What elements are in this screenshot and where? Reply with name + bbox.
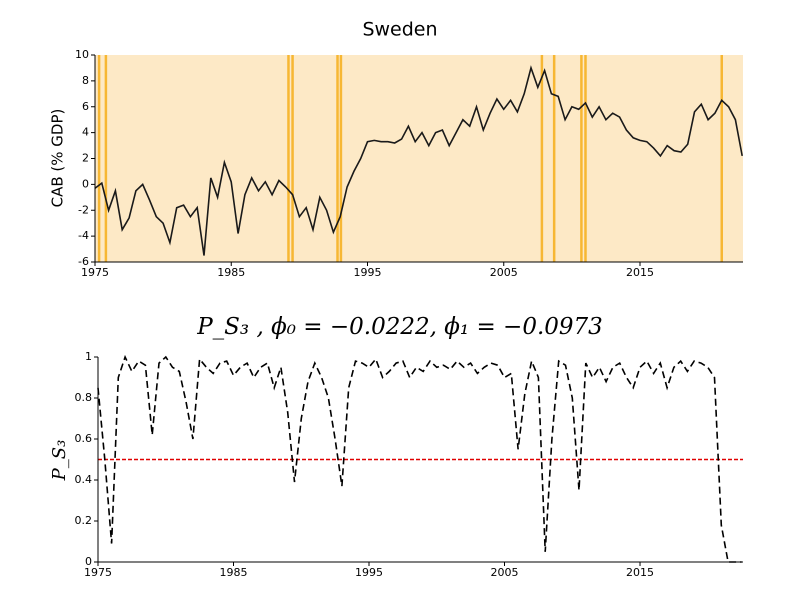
data-line xyxy=(94,65,743,256)
y-tick-label: 0 xyxy=(85,555,92,568)
x-tick-label: 1975 xyxy=(84,566,112,579)
y-tick-label: 0.6 xyxy=(75,432,93,445)
y-axis-label: P_S₃ xyxy=(49,440,70,482)
y-tick-label: 4 xyxy=(82,126,89,139)
x-tick-label: 1985 xyxy=(217,266,245,279)
y-tick-label: 2 xyxy=(82,152,89,165)
y-tick-label: 6 xyxy=(82,100,89,113)
y-tick-label: -2 xyxy=(78,203,89,216)
y-axis-label: CAB (% GDP) xyxy=(49,109,67,208)
x-tick-label: 2005 xyxy=(490,266,518,279)
chart-title: P_S₃ , ϕ₀ = −0.0222, ϕ₁ = −0.0973 xyxy=(196,314,603,340)
y-tick-label: 0 xyxy=(82,177,89,190)
x-tick-label: 2015 xyxy=(626,566,654,579)
x-tick-label: 2015 xyxy=(626,266,654,279)
y-tick-label: 8 xyxy=(82,74,89,87)
y-tick-label: -6 xyxy=(78,255,89,268)
y-tick-label: 0.8 xyxy=(75,391,93,404)
chart-title: Sweden xyxy=(362,19,437,41)
y-tick-label: 1 xyxy=(85,350,92,363)
plot-background xyxy=(95,55,743,262)
y-tick-label: 0.2 xyxy=(75,514,93,527)
y-tick-label: -4 xyxy=(78,229,89,242)
x-tick-label: 1985 xyxy=(220,566,248,579)
data-line xyxy=(97,354,742,563)
x-tick-label: 1995 xyxy=(353,266,381,279)
y-tick-label: 0.4 xyxy=(75,473,93,486)
x-tick-label: 1995 xyxy=(355,566,383,579)
x-tick-label: 1975 xyxy=(81,266,109,279)
y-tick-label: 10 xyxy=(75,48,89,61)
x-tick-label: 2005 xyxy=(491,566,519,579)
